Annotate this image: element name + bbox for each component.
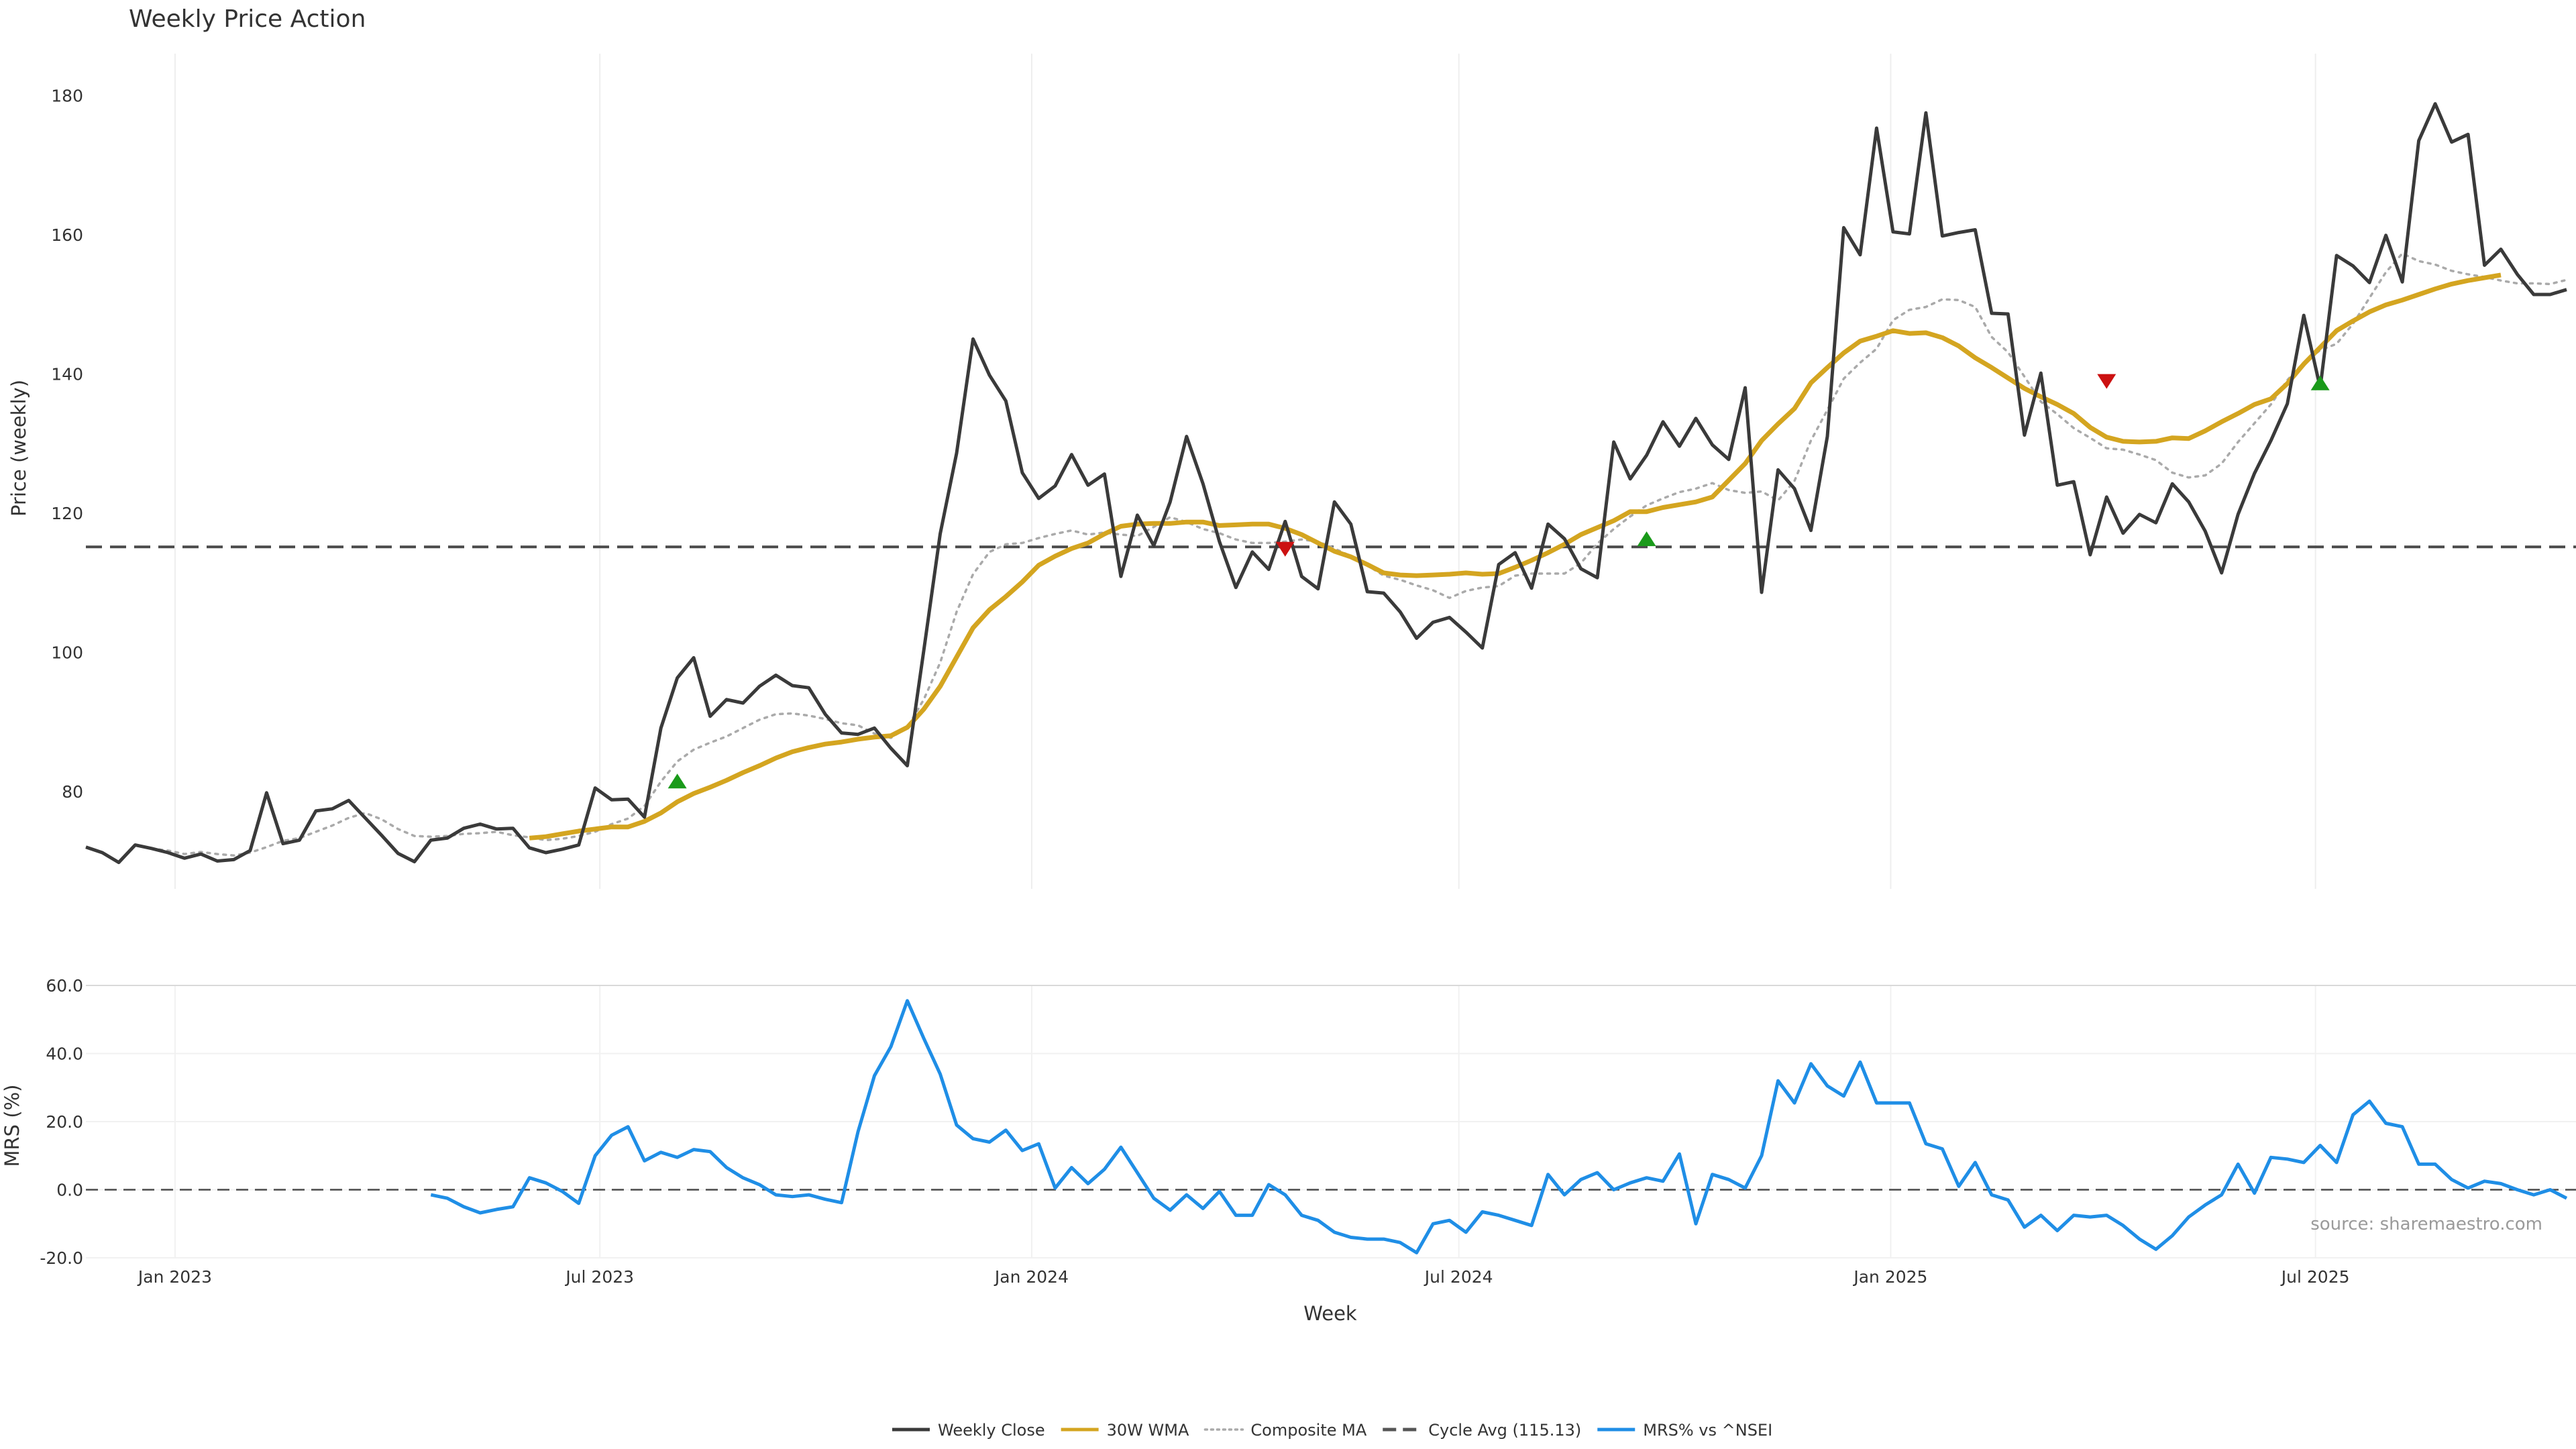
weekly-close-line	[85, 102, 2567, 865]
x-tick-label: Jan 2024	[994, 1267, 1069, 1287]
legend-item-cycle-avg-115-13: Cycle Avg (115.13)	[1383, 1421, 1581, 1440]
buy-signal-marker	[1637, 531, 1656, 547]
legend-label: Cycle Avg (115.13)	[1428, 1421, 1581, 1440]
x-tick-label: Jul 2023	[564, 1267, 634, 1287]
legend-item-composite-ma: Composite MA	[1203, 1421, 1367, 1440]
price-y-tick-label: 140	[51, 364, 83, 384]
price-y-tick-label: 160	[51, 225, 83, 245]
mrs-series-group	[430, 999, 2568, 1254]
30w-wma-line	[529, 272, 2502, 841]
buy-signal-marker	[2310, 375, 2330, 390]
legend-label: MRS% vs ^NSEI	[1643, 1421, 1772, 1440]
price-y-ticks: 80 100 120 140 160 180	[51, 86, 83, 802]
legend-label: Weekly Close	[938, 1421, 1045, 1440]
legend-item-mrs-vs-nsei: MRS% vs ^NSEI	[1597, 1421, 1772, 1440]
mrs-y-tick-label: -20.0	[40, 1248, 83, 1268]
mrs-vs-nsei-line	[430, 999, 2568, 1254]
legend-label: 30W WMA	[1107, 1421, 1189, 1440]
mrs-y-ticks: -20.0 0.0 20.0 40.0 60.0	[40, 976, 83, 1268]
chart-title: Weekly Price Action	[129, 5, 366, 33]
mrs-y-tick-label: 60.0	[46, 976, 83, 996]
chart-legend: Weekly Close 30W WMA Composite MA Cycle Avg…	[892, 1421, 1772, 1440]
source-annotation: source: sharemaestro.com	[2310, 1214, 2542, 1234]
x-axis-label: Week	[1303, 1302, 1357, 1325]
signal-markers	[667, 374, 2330, 789]
legend-item-weekly-close: Weekly Close	[892, 1421, 1045, 1440]
x-tick-label: Jan 2025	[1852, 1267, 1927, 1287]
legend-item-30w-wma: 30W WMA	[1061, 1421, 1189, 1440]
sell-signal-marker	[1275, 541, 1295, 557]
mrs-panel-grid	[86, 985, 2576, 1258]
mrs-y-axis-label: MRS (%)	[1, 1085, 23, 1167]
buy-signal-marker	[667, 773, 687, 789]
sell-signal-marker	[2097, 374, 2116, 389]
x-ticks: Jan 2023 Jul 2023 Jan 2024 Jul 2024 Jan 2025…	[137, 1267, 2350, 1287]
x-tick-label: Jan 2023	[137, 1267, 212, 1287]
legend-label: Composite MA	[1250, 1421, 1366, 1440]
mrs-y-tick-label: 20.0	[46, 1112, 83, 1132]
price-y-tick-label: 180	[51, 86, 83, 105]
price-y-tick-label: 120	[51, 504, 83, 523]
x-tick-label: Jul 2024	[1424, 1267, 1493, 1287]
price-y-tick-label: 100	[51, 643, 83, 662]
price-series-group	[85, 102, 2568, 865]
x-tick-label: Jul 2025	[2280, 1267, 2350, 1287]
price-panel-grid	[174, 54, 2316, 889]
mrs-y-tick-label: 40.0	[46, 1044, 83, 1064]
price-y-tick-label: 80	[62, 782, 83, 802]
price-y-axis-label: Price (weekly)	[7, 380, 30, 517]
mrs-y-tick-label: 0.0	[56, 1181, 83, 1200]
